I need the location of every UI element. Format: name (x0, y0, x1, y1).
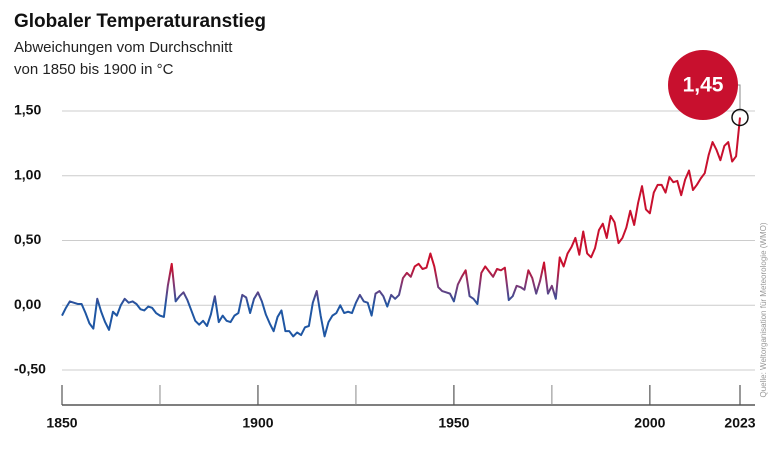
temperature-line (61, 117, 741, 338)
badge (668, 50, 738, 120)
chart-subtitle: Abweichungen vom Durchschnitt (14, 39, 233, 56)
x-tick-label: 2000 (634, 415, 665, 431)
source: Quelle: Weltorganisation für Meteorologi… (759, 222, 768, 397)
x-tick-label: 1950 (438, 415, 469, 431)
highlight-point (731, 108, 749, 127)
x-tick-label: 1900 (242, 415, 273, 431)
y-tick-label: 1,00 (14, 166, 41, 182)
x-tick-label: 2023 (724, 415, 755, 431)
y-tick-label: -0,50 (14, 361, 46, 377)
y-tick-label: 0,00 (14, 296, 41, 312)
x-tick-label: 1850 (46, 415, 77, 431)
y-tick-label: 0,50 (14, 231, 41, 247)
chart-title: Globaler Temperaturanstieg (14, 11, 266, 32)
chart-subtitle: von 1850 bis 1900 in °C (14, 61, 174, 78)
connector (738, 84, 741, 110)
y-tick-label: 1,50 (14, 102, 41, 118)
badge-label: 1,45 (683, 74, 724, 97)
